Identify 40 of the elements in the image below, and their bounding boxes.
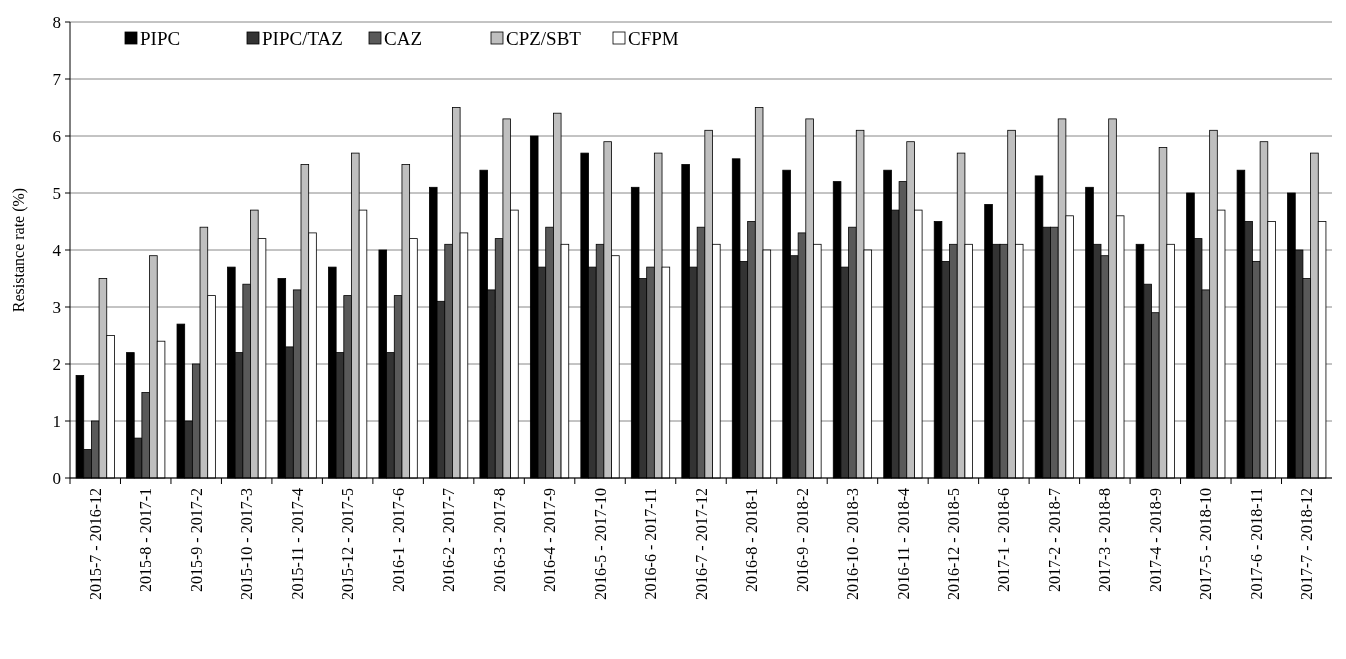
x-tick-label: 2016-9 - 2018-2: [793, 488, 811, 592]
x-tick-label: 2016-6 - 2017-11: [642, 488, 660, 600]
y-tick-label: 1: [52, 411, 61, 431]
x-tick-label: 2016-7 - 2017-12: [692, 488, 710, 600]
y-tick-label: 8: [52, 12, 61, 32]
y-axis-title: Resistance rate (%): [10, 187, 28, 313]
x-tick-label: 2016-4 - 2017-9: [541, 488, 559, 592]
y-tick-label: 3: [52, 297, 61, 317]
x-tick-label: 2017-2 - 2018-7: [1045, 488, 1063, 592]
legend-label: PIPC: [140, 27, 181, 49]
x-tick-label: 2015-8 - 2017-1: [137, 488, 155, 592]
x-tick-label: 2016-2 - 2017-7: [440, 488, 458, 592]
x-tick-label: 2017-3 - 2018-8: [1096, 488, 1114, 592]
x-tick-label: 2015-10 - 2017-3: [238, 488, 256, 600]
x-tick-label: 2016-10 - 2018-3: [844, 488, 862, 600]
x-tick-label: 2016-5 - 2017-10: [591, 488, 609, 600]
x-tick-label: 2017-4 - 2018-9: [1146, 488, 1164, 592]
x-tick-label: 2017-5 - 2018-10: [1197, 488, 1215, 600]
x-tick-label: 2015-11 - 2017-4: [288, 488, 306, 600]
x-tick-label: 2015-9 - 2017-2: [187, 488, 205, 592]
y-tick-label: 7: [52, 69, 62, 89]
legend-label: CAZ: [384, 27, 422, 49]
y-tick-label: 0: [52, 468, 61, 488]
y-tick-label: 2: [52, 354, 61, 374]
x-tick-label: 2017-7 - 2018-12: [1298, 488, 1316, 600]
x-tick-label: 2015-12 - 2017-5: [339, 488, 357, 600]
x-tick-label: 2016-1 - 2017-6: [389, 488, 407, 592]
x-tick-label: 2017-6 - 2018-11: [1247, 488, 1265, 600]
y-tick-label: 4: [52, 240, 62, 260]
y-tick-label: 5: [52, 183, 61, 203]
x-tick-label: 2016-11 - 2018-4: [894, 488, 912, 600]
x-tick-label: 2016-12 - 2018-5: [945, 488, 962, 600]
y-tick-label: 6: [52, 126, 61, 146]
legend-label: CFPM: [628, 27, 679, 49]
x-tick-label: 2016-3 - 2017-8: [490, 488, 508, 592]
x-tick-label: 2015-7 - 2016-12: [86, 488, 104, 600]
legend-label: PIPC/TAZ: [262, 27, 343, 49]
x-tick-label: 2016-8 - 2018-1: [743, 488, 761, 592]
x-tick-label: 2017-1 - 2018-6: [995, 488, 1013, 592]
legend-label: CPZ/SBT: [506, 27, 582, 49]
